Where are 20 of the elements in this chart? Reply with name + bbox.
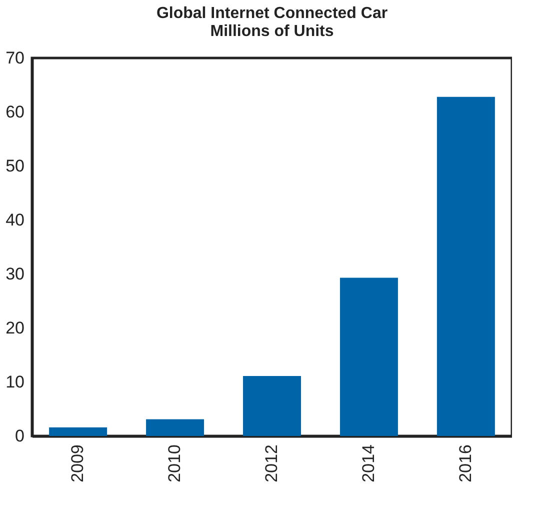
y-tick-label: 40 [6, 210, 24, 230]
y-tick-label: 70 [6, 48, 24, 68]
x-tick-label: 2012 [262, 444, 281, 482]
bar [436, 96, 495, 436]
bar [243, 376, 301, 436]
y-tick-label: 30 [6, 264, 24, 284]
x-tick-label: 2016 [456, 444, 475, 482]
text: Millions of Units [210, 23, 334, 40]
y-tick-label: 60 [6, 102, 24, 122]
x-tick-label: 2010 [165, 444, 184, 482]
bar [146, 419, 204, 436]
y-tick-label: 10 [6, 372, 24, 392]
text: Global Internet Connected Car [156, 5, 388, 22]
bar [340, 278, 398, 436]
x-tick-label: 2009 [68, 444, 88, 482]
y-tick-label: 50 [6, 156, 24, 176]
x-tick-label: 2014 [358, 444, 378, 482]
bar [49, 427, 108, 436]
y-tick-label: 0 [15, 426, 24, 446]
y-tick-label: 20 [6, 318, 24, 338]
